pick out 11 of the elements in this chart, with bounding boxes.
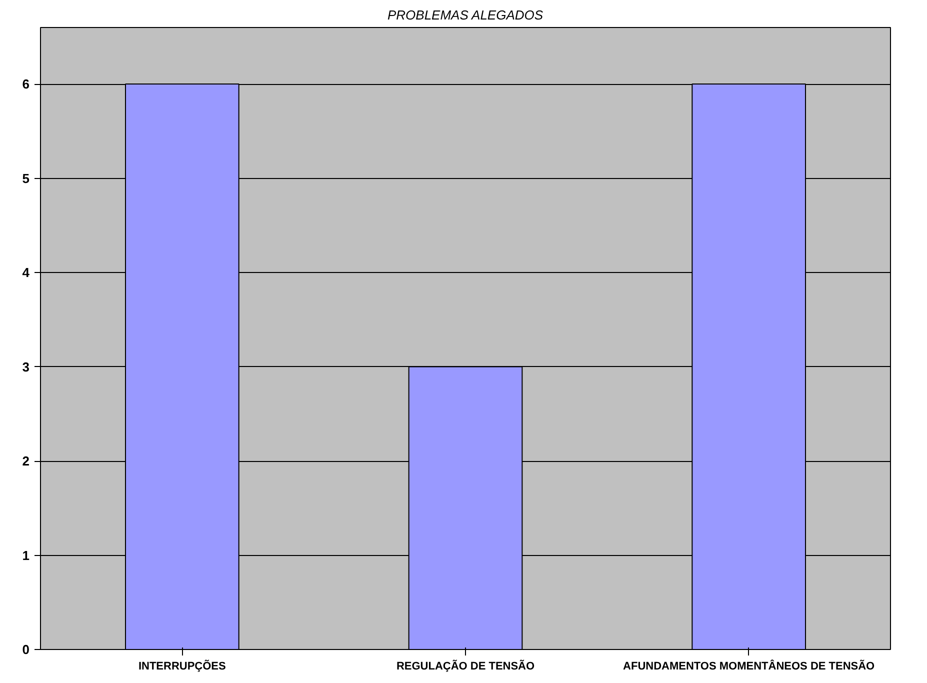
x-tick-label: AFUNDAMENTOS MOMENTÂNEOS DE TENSÃO	[623, 660, 876, 672]
y-tick-label: 0	[22, 642, 30, 657]
chart-title: PROBLEMAS ALEGADOS	[387, 8, 544, 22]
x-tick-label: REGULAÇÃO DE TENSÃO	[396, 660, 536, 672]
y-tick-label: 4	[22, 265, 30, 280]
y-tick-label: 3	[22, 359, 30, 374]
y-tick-label: 5	[22, 170, 30, 186]
x-tick-label: INTERRUPÇÕES	[138, 660, 226, 672]
y-tick-label: 6	[22, 76, 30, 92]
y-tick-label: 2	[22, 454, 30, 469]
y-tick-label: 1	[22, 548, 30, 563]
